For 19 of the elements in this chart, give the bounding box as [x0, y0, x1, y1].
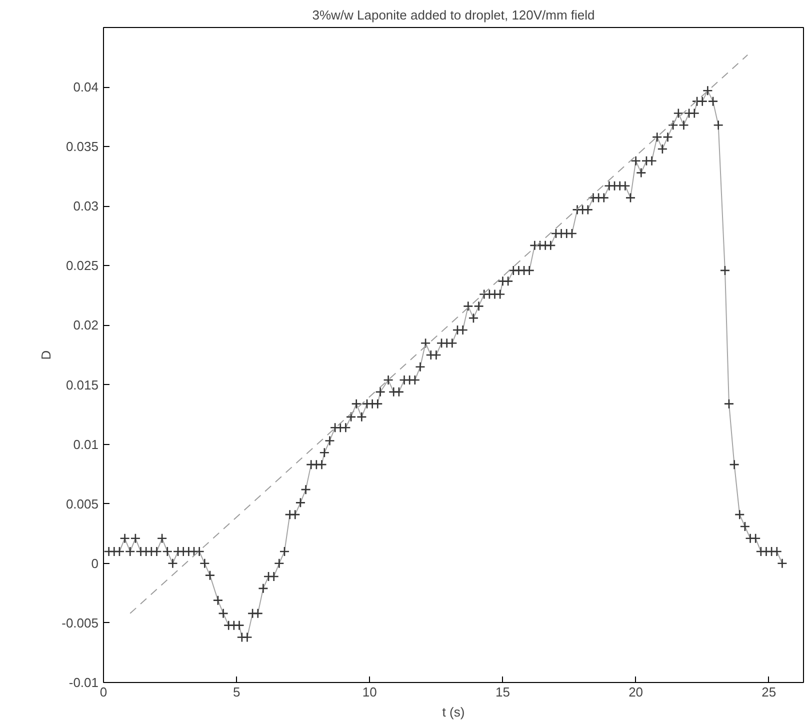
x-tick-label: 25	[762, 684, 776, 700]
y-tick-label: 0.035	[66, 139, 99, 154]
y-tick-label: 0.04	[73, 80, 99, 95]
y-tick-label: 0.025	[66, 258, 99, 274]
y-tick-label: 0.015	[66, 377, 99, 392]
x-tick-label: 5	[232, 684, 240, 700]
y-tick-label: 0	[91, 556, 99, 571]
x-tick-label: 10	[362, 684, 377, 700]
x-tick-label: 20	[628, 684, 644, 700]
x-tick-label: 15	[496, 684, 510, 700]
chart-title: 3%w/w Laponite added to droplet, 120V/mm field	[312, 8, 595, 22]
y-tick-label: 0.005	[66, 496, 99, 512]
y-tick-label: 0.01	[73, 436, 99, 452]
y-tick-label: -0.005	[62, 615, 99, 630]
y-tick-label: -0.01	[68, 675, 99, 690]
y-tick-label: 0.02	[73, 318, 99, 333]
y-axis-title: D	[38, 350, 54, 360]
x-axis-title: t (s)	[442, 704, 465, 720]
y-tick-label: 0.03	[73, 198, 99, 214]
